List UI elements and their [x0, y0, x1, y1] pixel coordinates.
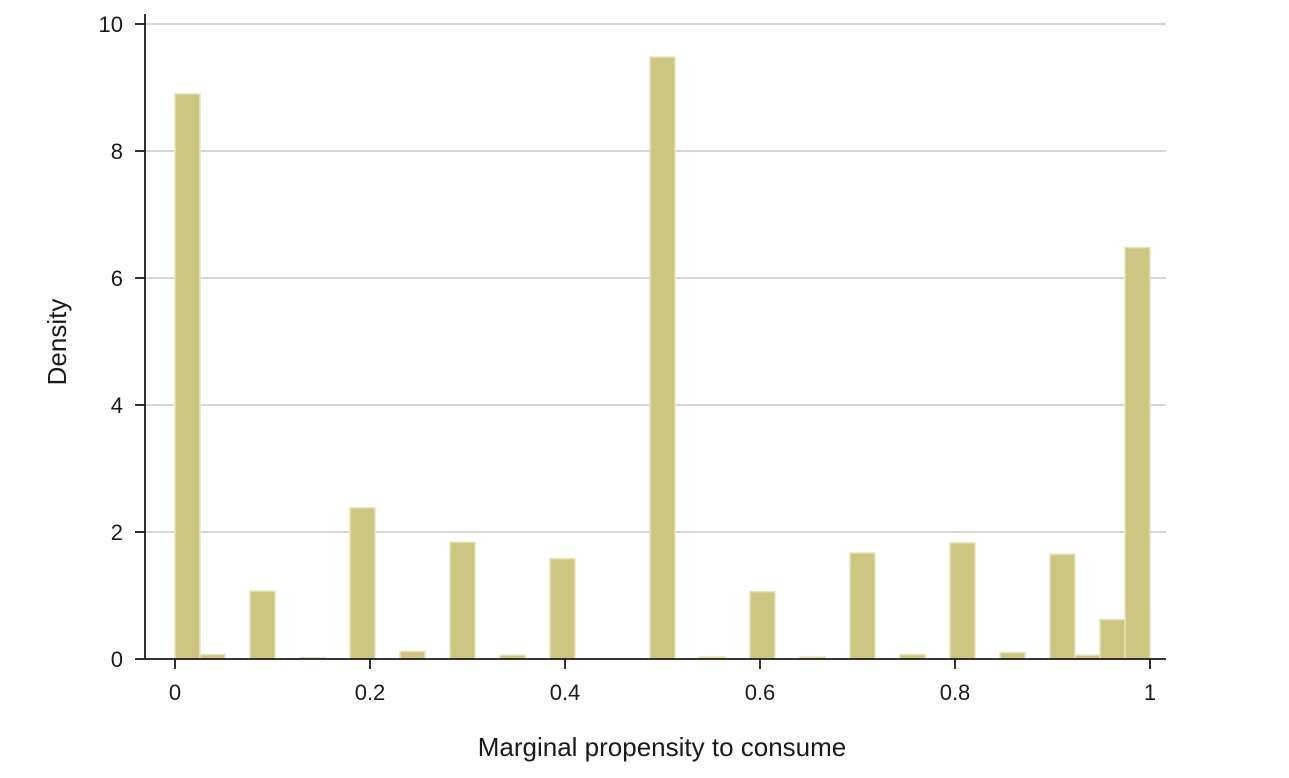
histogram-bar-5 [399, 650, 426, 660]
x-axis-ticks: 0 0.2 0.4 0.6 0.8 1 [169, 659, 1156, 705]
y-tick-label-3: 6 [111, 266, 123, 291]
x-tick-label-3: 0.6 [745, 680, 776, 705]
histogram-bars [174, 56, 1151, 660]
histogram-bar-11 [749, 590, 776, 660]
x-axis-title: Marginal propensity to consume [478, 732, 847, 762]
x-tick-label-4: 0.8 [940, 680, 971, 705]
x-tick-label-0: 0 [169, 680, 181, 705]
y-tick-label-1: 2 [111, 520, 123, 545]
axes [144, 14, 1166, 660]
histogram-bar-19 [1099, 618, 1126, 660]
histogram-bar-6 [449, 541, 476, 660]
histogram-bar-16 [999, 651, 1026, 660]
histogram-bar-20 [1124, 246, 1151, 660]
histogram-bar-2 [249, 590, 276, 660]
histogram-bar-17 [1049, 553, 1076, 660]
histogram-bar-8 [549, 557, 576, 660]
y-tick-label-4: 8 [111, 139, 123, 164]
histogram-bar-15 [949, 542, 976, 660]
x-tick-label-2: 0.4 [550, 680, 581, 705]
x-tick-label-5: 1 [1144, 680, 1156, 705]
y-tick-label-0: 0 [111, 647, 123, 672]
histogram-bar-4 [349, 507, 376, 660]
x-tick-label-1: 0.2 [355, 680, 386, 705]
y-axis-ticks: 0 2 4 6 8 10 [99, 12, 145, 672]
y-tick-label-2: 4 [111, 393, 123, 418]
histogram-bar-9 [649, 56, 676, 660]
y-tick-label-5: 10 [99, 12, 123, 37]
histogram-bar-0 [174, 93, 201, 660]
histogram-bar-13 [849, 552, 876, 660]
y-axis-title: Density [42, 299, 72, 386]
